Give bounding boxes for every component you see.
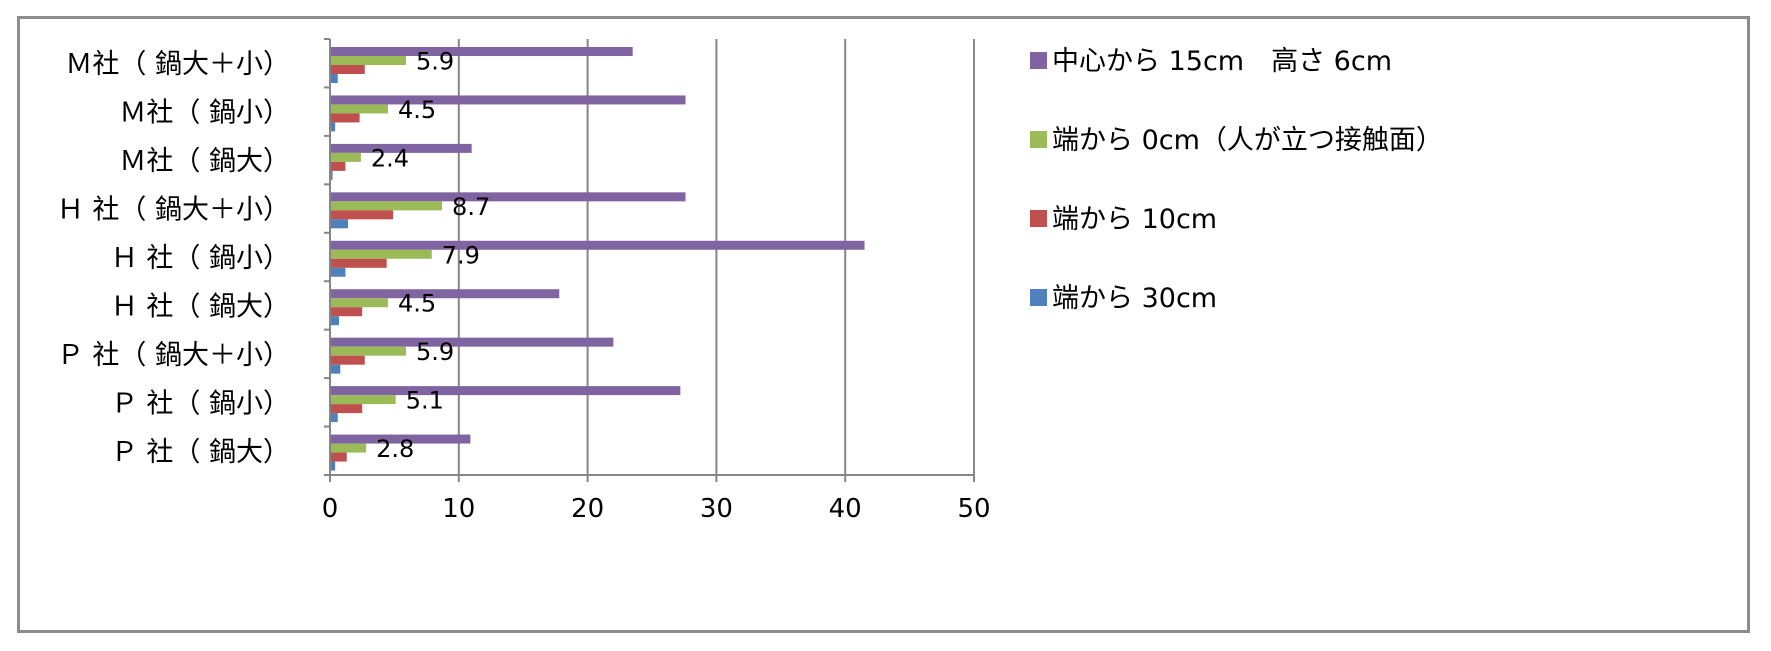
data-label: 2.4: [371, 144, 409, 172]
bar: [330, 434, 471, 444]
data-label: 5.1: [406, 387, 444, 415]
bar: [330, 307, 363, 317]
category-label: Ｐ 社（ 鍋大）: [111, 437, 290, 468]
category-label: Ｍ社（ 鍋小）: [119, 98, 290, 129]
bar: [330, 65, 365, 74]
bar: [330, 210, 394, 220]
bar: [330, 113, 360, 123]
data-label: 2.8: [376, 435, 414, 463]
bar: [330, 461, 336, 471]
legend-swatch: [1030, 131, 1047, 148]
data-label: 8.7: [452, 193, 490, 221]
category-label: Ｈ 社（ 鍋大）: [111, 291, 290, 322]
bar: [330, 355, 365, 365]
bar: [330, 258, 387, 268]
bar: [330, 170, 333, 180]
bar: [330, 122, 336, 132]
bar: [330, 364, 341, 374]
bar: [330, 95, 686, 105]
labels: 0 10 20 30 40 50 Ｍ社（ 鍋大＋小） Ｍ社（ 鍋小） Ｍ社（ 鍋大） Ｈ 社（ 鍋…: [57, 48, 991, 525]
bar: [330, 56, 406, 65]
legend-label: 端から 10cm: [1052, 204, 1217, 235]
bar-chart: 0 10 20 30 40 50 Ｍ社（ 鍋大＋小） Ｍ社（ 鍋小） Ｍ社（ 鍋大） Ｈ 社（ 鍋…: [57, 38, 1443, 525]
bar: [330, 192, 686, 202]
bar: [330, 152, 361, 162]
legend-label: 中心から 15cm 高さ 6cm: [1052, 46, 1392, 77]
bar: [330, 289, 560, 299]
bars: [330, 47, 865, 471]
bar: [330, 161, 346, 171]
bar: [330, 395, 396, 405]
category-label: Ｍ社（ 鍋大）: [119, 146, 290, 177]
axes: [324, 38, 975, 482]
category-label: Ｈ 社（ 鍋大＋小）: [57, 195, 290, 226]
bar: [330, 74, 338, 83]
data-label: 7.9: [442, 241, 480, 269]
data-label: 5.9: [416, 48, 454, 76]
bar: [330, 249, 432, 259]
legend-swatch: [1030, 52, 1047, 69]
bar: [330, 143, 472, 153]
bar: [330, 337, 614, 347]
gridlines: [457, 39, 975, 475]
bar: [330, 267, 346, 277]
bar: [330, 201, 443, 211]
bar: [330, 443, 367, 453]
chart-frame: 0 10 20 30 40 50 Ｍ社（ 鍋大＋小） Ｍ社（ 鍋小） Ｍ社（ 鍋大） Ｈ 社（ 鍋…: [17, 16, 1750, 633]
legend-swatch: [1030, 210, 1047, 227]
data-label: 4.5: [398, 290, 436, 318]
bar: [330, 47, 633, 56]
bar: [330, 298, 388, 308]
bar: [330, 346, 406, 356]
bar: [330, 240, 865, 250]
category-label: Ｈ 社（ 鍋小）: [111, 243, 290, 274]
bar: [330, 104, 388, 114]
legend-label: 端から 0cm（人が立つ接触面）: [1052, 125, 1443, 156]
x-tick-label: 20: [571, 494, 604, 524]
data-label: 4.5: [398, 96, 436, 124]
legend-label: 端から 30cm: [1052, 283, 1217, 314]
data-label: 5.9: [416, 338, 454, 366]
x-tick-label: 50: [957, 494, 990, 524]
x-tick-label: 30: [700, 494, 733, 524]
bar: [330, 404, 363, 414]
x-tick-label: 10: [442, 494, 475, 524]
category-label: Ｐ 社（ 鍋大＋小）: [57, 340, 290, 371]
bar: [330, 219, 349, 229]
bar: [330, 316, 340, 326]
bar: [330, 386, 681, 396]
category-label: Ｐ 社（ 鍋小）: [111, 388, 290, 419]
legend: 中心から 15cm 高さ 6cm 端から 0cm（人が立つ接触面） 端から 10cm…: [1030, 46, 1443, 314]
x-tick-label: 0: [322, 494, 339, 524]
x-tick-label: 40: [829, 494, 862, 524]
category-label: Ｍ社（ 鍋大＋小）: [65, 49, 290, 80]
bar: [330, 452, 347, 462]
legend-swatch: [1030, 289, 1047, 306]
bar: [330, 413, 338, 423]
